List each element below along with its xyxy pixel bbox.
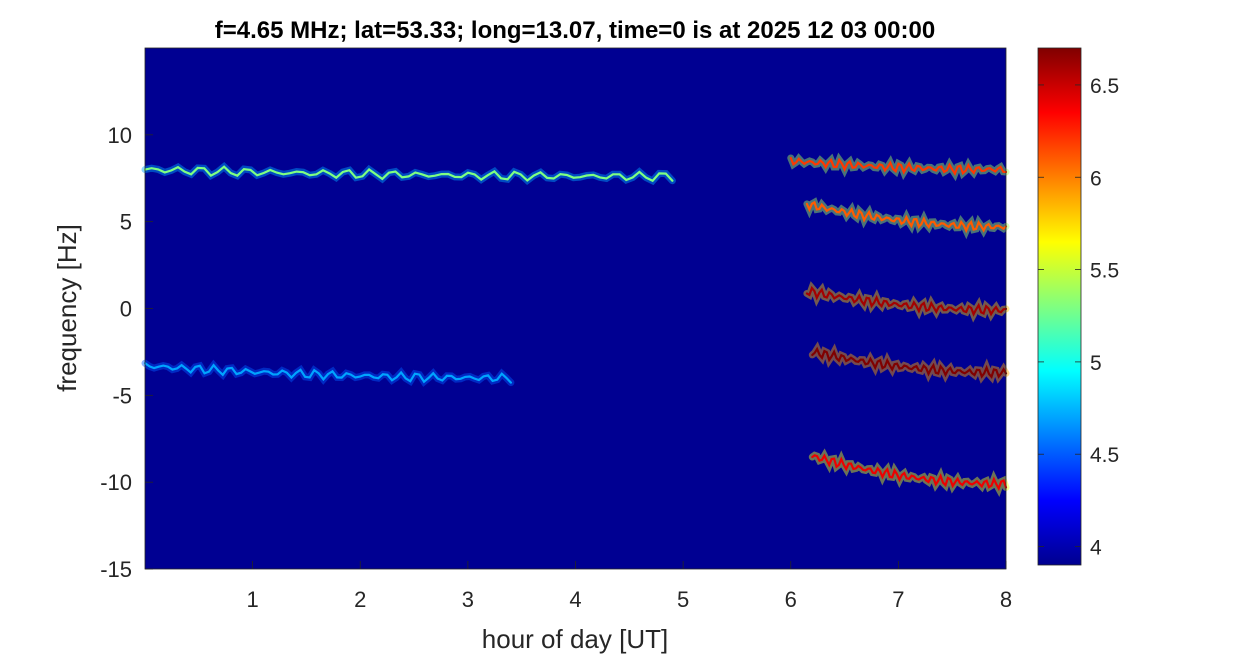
trace-line xyxy=(789,156,1008,177)
y-tick-label: 0 xyxy=(120,297,132,322)
colorbar: 4 4.5 5 5.5 6 6.5 xyxy=(1037,47,1119,566)
x-tick-label: 7 xyxy=(892,587,904,612)
x-tick-label: 3 xyxy=(462,587,474,612)
colorbar-tick-label: 4.5 xyxy=(1090,444,1119,467)
x-tick-label: 8 xyxy=(1000,587,1012,612)
colorbar-tick-label: 5.5 xyxy=(1090,260,1119,283)
x-tick-label: 2 xyxy=(354,587,366,612)
trace-line xyxy=(143,362,512,384)
x-tick-label: 6 xyxy=(785,587,797,612)
colorbar-ticks: 4 4.5 5 5.5 6 6.5 xyxy=(1038,75,1119,560)
y-axis-ticks: -15 -10 -5 0 5 10 xyxy=(100,123,153,582)
x-axis-ticks: 1 2 3 4 5 6 7 8 xyxy=(247,561,1012,612)
colorbar-tick-label: 4 xyxy=(1090,537,1102,560)
x-axis-label: hour of day [UT] xyxy=(482,624,668,654)
plot-area xyxy=(141,47,1010,570)
chart-title: f=4.65 MHz; lat=53.33; long=13.07, time=… xyxy=(215,17,935,44)
trace-line xyxy=(811,346,1008,379)
y-tick-label: -5 xyxy=(112,383,132,408)
x-tick-label: 4 xyxy=(569,587,581,612)
trace-line xyxy=(805,200,1008,234)
plot-background xyxy=(145,48,1006,569)
y-tick-label: 5 xyxy=(120,210,132,235)
y-tick-label: -10 xyxy=(100,470,132,495)
spectral-traces xyxy=(141,152,1010,497)
trace-line xyxy=(811,453,1008,492)
y-tick-label: 10 xyxy=(108,123,132,148)
colorbar-gradient xyxy=(1037,47,1082,566)
y-tick-label: -15 xyxy=(100,557,132,582)
y-axis-label: frequency [Hz] xyxy=(52,224,82,392)
colorbar-tick-label: 5 xyxy=(1090,352,1102,375)
colorbar-tick-label: 6 xyxy=(1090,167,1102,190)
colorbar-tick-label: 6.5 xyxy=(1090,75,1119,98)
x-tick-label: 5 xyxy=(677,587,689,612)
trace-line xyxy=(143,165,674,183)
x-tick-label: 1 xyxy=(247,587,259,612)
trace-line xyxy=(805,285,1008,317)
